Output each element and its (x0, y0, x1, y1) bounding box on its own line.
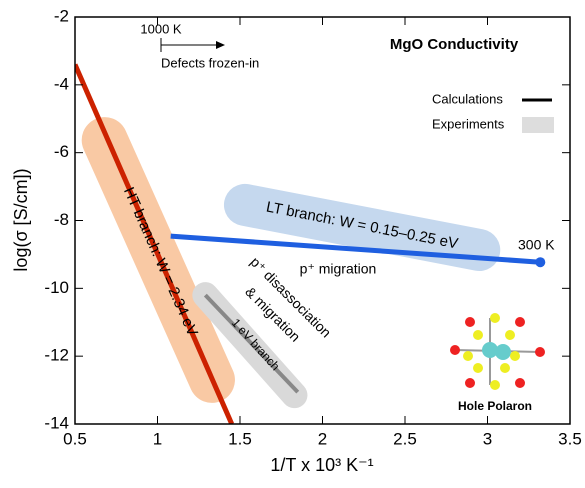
y-tick-label: -12 (44, 346, 69, 365)
annotation: p⁺ migration (300, 261, 377, 277)
calc-line (170, 233, 541, 265)
x-tick-label: 2 (318, 429, 327, 448)
annotation: Hole Polaron (458, 399, 532, 413)
y-tick-label: -10 (44, 278, 69, 297)
x-tick-label: 1.5 (228, 429, 252, 448)
annotation: 1000 K (140, 21, 182, 36)
calc-line (75, 63, 235, 424)
arrow-head (216, 41, 225, 49)
hole-polaron-icon (450, 313, 545, 390)
x-tick-label: 3.5 (558, 429, 582, 448)
legend-label: Calculations (432, 91, 503, 106)
x-tick-label: 1 (153, 429, 162, 448)
end-point (535, 257, 546, 268)
y-tick-label: -6 (54, 142, 69, 161)
x-axis-label: 1/T x 10³ K⁻¹ (270, 455, 373, 475)
legend-label: Experiments (432, 116, 505, 131)
y-tick-label: -8 (54, 210, 69, 229)
x-tick-label: 0.5 (63, 429, 87, 448)
annotation: Defects frozen-in (161, 55, 259, 70)
y-tick-label: -2 (54, 6, 69, 25)
y-tick-label: -14 (44, 413, 69, 432)
y-tick-label: -4 (54, 74, 69, 93)
calc-line (203, 293, 300, 394)
y-axis-label: log(σ [S/cm]) (11, 168, 31, 271)
x-tick-label: 3 (483, 429, 492, 448)
legend-swatch (522, 117, 554, 133)
chart-title: MgO Conductivity (390, 36, 519, 53)
annotation: 300 K (518, 237, 555, 253)
x-tick-label: 2.5 (393, 429, 417, 448)
experiment-band (223, 183, 501, 272)
